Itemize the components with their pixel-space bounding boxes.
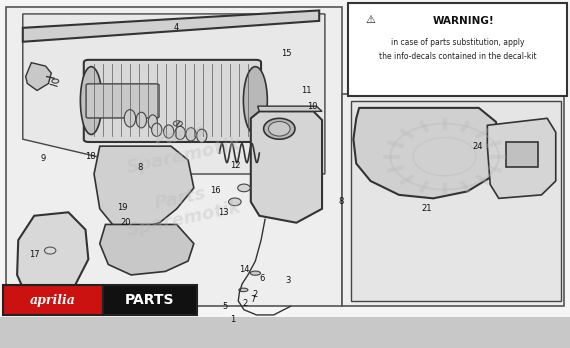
Text: 8: 8 bbox=[338, 197, 344, 206]
Polygon shape bbox=[487, 118, 556, 198]
Text: 3: 3 bbox=[285, 276, 291, 285]
Text: 16: 16 bbox=[210, 186, 221, 195]
FancyBboxPatch shape bbox=[86, 84, 159, 118]
Text: 21: 21 bbox=[421, 204, 431, 213]
Polygon shape bbox=[351, 101, 561, 301]
Bar bbox=[3, 285, 103, 315]
Text: 11: 11 bbox=[302, 86, 312, 95]
Ellipse shape bbox=[263, 118, 295, 139]
FancyBboxPatch shape bbox=[348, 3, 567, 96]
Ellipse shape bbox=[136, 112, 146, 128]
Text: 10: 10 bbox=[307, 102, 317, 111]
Text: 17: 17 bbox=[29, 250, 39, 259]
Text: 8: 8 bbox=[137, 163, 142, 172]
Ellipse shape bbox=[268, 121, 290, 136]
Polygon shape bbox=[251, 111, 322, 223]
Ellipse shape bbox=[238, 184, 250, 192]
Text: 2: 2 bbox=[253, 290, 258, 299]
Bar bbox=[506, 142, 538, 167]
Polygon shape bbox=[6, 7, 342, 306]
Circle shape bbox=[173, 121, 182, 126]
Ellipse shape bbox=[80, 67, 102, 135]
Ellipse shape bbox=[229, 198, 241, 206]
Ellipse shape bbox=[164, 125, 174, 138]
Polygon shape bbox=[23, 10, 319, 42]
Ellipse shape bbox=[250, 271, 260, 275]
Circle shape bbox=[52, 79, 59, 83]
Text: 20: 20 bbox=[120, 218, 131, 227]
Ellipse shape bbox=[239, 288, 248, 292]
Polygon shape bbox=[342, 94, 564, 306]
Ellipse shape bbox=[197, 129, 207, 142]
Text: 7: 7 bbox=[250, 295, 255, 304]
Ellipse shape bbox=[124, 110, 136, 127]
Text: Parts
Sparemotik: Parts Sparemotik bbox=[121, 115, 243, 177]
Text: ⚠: ⚠ bbox=[365, 15, 376, 25]
Ellipse shape bbox=[148, 115, 157, 129]
Polygon shape bbox=[100, 224, 194, 275]
Polygon shape bbox=[258, 106, 322, 111]
Text: 5: 5 bbox=[222, 302, 228, 311]
Polygon shape bbox=[94, 146, 194, 230]
Text: 4: 4 bbox=[174, 23, 180, 32]
Text: 19: 19 bbox=[117, 203, 128, 212]
Text: WARNING!: WARNING! bbox=[432, 16, 494, 26]
Text: 2: 2 bbox=[242, 299, 248, 308]
Text: 15: 15 bbox=[282, 49, 292, 58]
Polygon shape bbox=[26, 63, 51, 90]
Text: 12: 12 bbox=[230, 161, 241, 170]
Ellipse shape bbox=[243, 67, 267, 135]
Text: in case of parts substitution, apply: in case of parts substitution, apply bbox=[390, 38, 524, 47]
FancyBboxPatch shape bbox=[84, 60, 261, 142]
Text: 1: 1 bbox=[230, 315, 235, 324]
Polygon shape bbox=[23, 14, 325, 174]
Bar bbox=[103, 285, 197, 315]
Text: 14: 14 bbox=[239, 265, 249, 274]
Text: Parts
Sparemotik: Parts Sparemotik bbox=[121, 178, 243, 240]
Text: PARTS: PARTS bbox=[125, 293, 174, 307]
Text: 9: 9 bbox=[40, 154, 46, 163]
Ellipse shape bbox=[186, 128, 196, 141]
Ellipse shape bbox=[175, 126, 185, 140]
Polygon shape bbox=[353, 108, 502, 198]
Text: 13: 13 bbox=[218, 208, 229, 218]
Ellipse shape bbox=[152, 123, 162, 136]
Text: 24: 24 bbox=[473, 142, 483, 151]
Text: 6: 6 bbox=[259, 274, 265, 283]
Text: the info-decals contained in the decal-kit: the info-decals contained in the decal-k… bbox=[378, 52, 536, 61]
Text: aprilia: aprilia bbox=[30, 294, 76, 307]
Polygon shape bbox=[17, 212, 88, 294]
Text: 18: 18 bbox=[85, 152, 95, 161]
